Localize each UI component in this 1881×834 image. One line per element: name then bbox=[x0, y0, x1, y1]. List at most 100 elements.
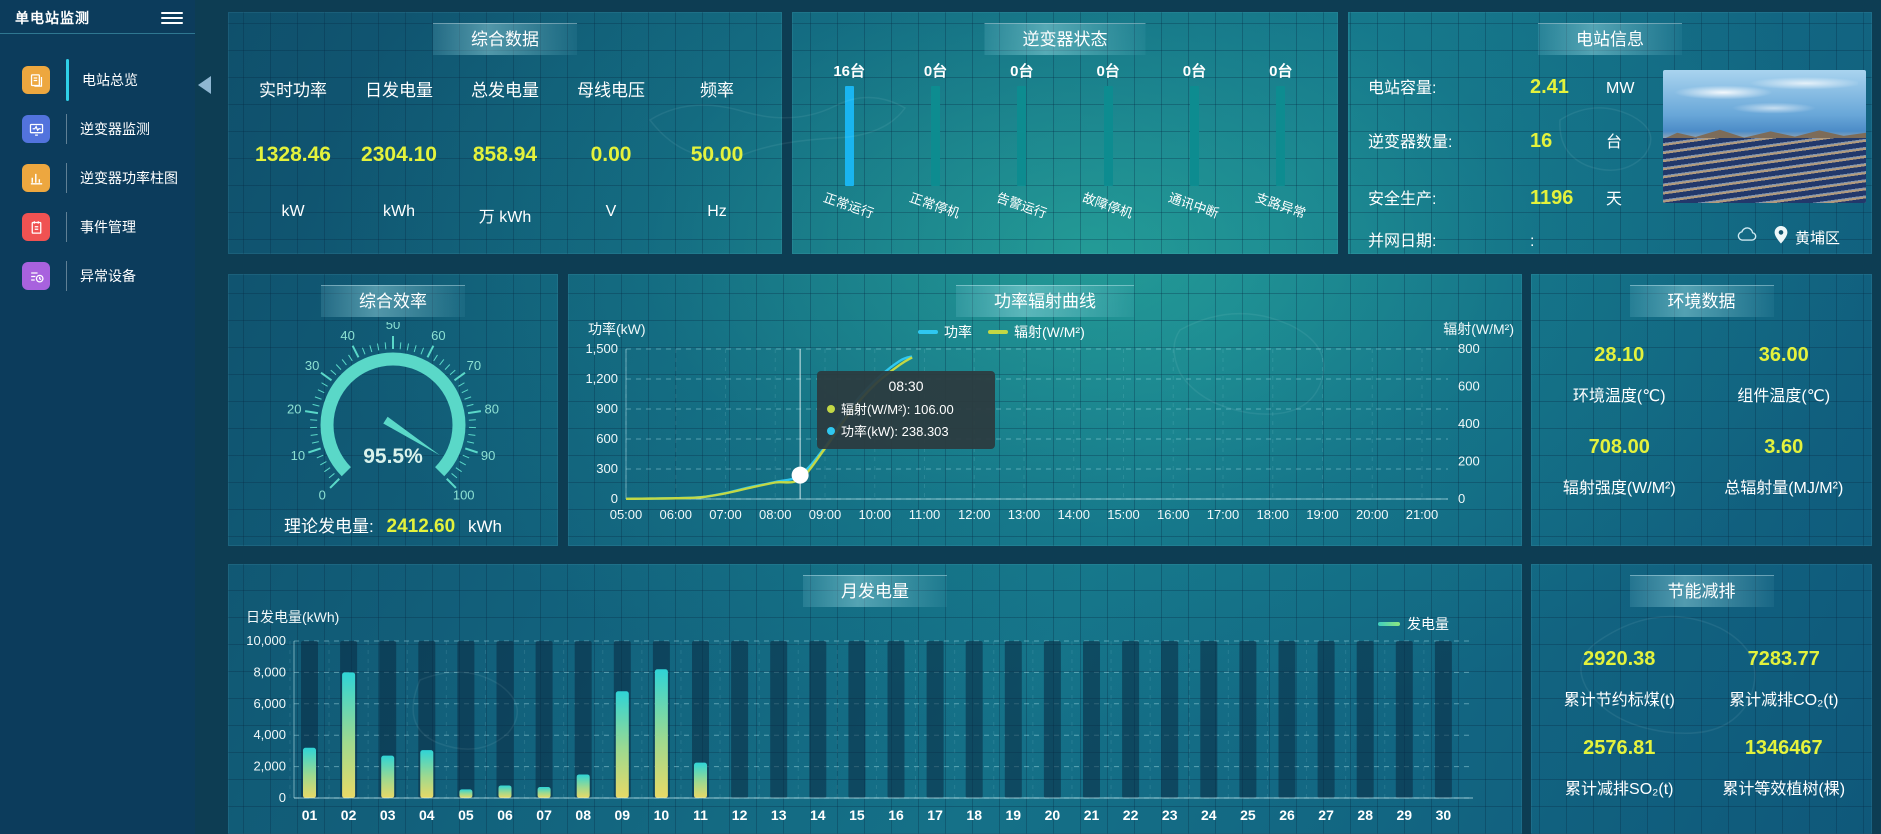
svg-text:13: 13 bbox=[771, 807, 787, 823]
inverter-status-alarm-run: 0台 告警运行 bbox=[994, 63, 1049, 222]
monthly-generation-chart[interactable]: 0 2,000 4,000 6,000 8,000 10,000 01 02 03 04 05 06 0… bbox=[228, 564, 1522, 834]
sidebar-item-label: 事件管理 bbox=[80, 219, 136, 235]
sidebar-collapse-arrow[interactable] bbox=[198, 76, 211, 94]
svg-text:08:00: 08:00 bbox=[759, 507, 792, 522]
environment-metrics: 28.10 环境温度(℃) 36.00 组件温度(℃) 708.00 辐射强度(… bbox=[1537, 344, 1866, 498]
power-radiation-chart[interactable]: 0 300 600 900 1,200 1,500 0 200 400 600 800 05:00 06… bbox=[568, 274, 1522, 546]
svg-text:19:00: 19:00 bbox=[1306, 507, 1339, 522]
metric-bus-voltage: 母线电压 0.00 V bbox=[577, 81, 645, 220]
monthly-legend[interactable]: 发电量 bbox=[1378, 614, 1449, 634]
svg-text:8,000: 8,000 bbox=[253, 664, 286, 679]
svg-text:24: 24 bbox=[1201, 807, 1217, 823]
svg-text:12:00: 12:00 bbox=[958, 507, 991, 522]
panel-title: 综合效率 bbox=[321, 285, 465, 317]
metric-co2-reduced: 7283.77 累计减排CO₂(t) bbox=[1729, 648, 1839, 709]
metric-daily-energy: 日发电量 2304.10 kWh bbox=[361, 81, 437, 220]
theory-energy-row: 理论发电量: 2412.60 kWh bbox=[284, 516, 502, 537]
sidebar-item-event-management[interactable]: 事件管理 bbox=[0, 205, 195, 249]
svg-text:6,000: 6,000 bbox=[253, 696, 286, 711]
svg-text:03: 03 bbox=[380, 807, 396, 823]
svg-text:80: 80 bbox=[485, 401, 499, 416]
svg-text:0: 0 bbox=[611, 491, 618, 506]
svg-text:08: 08 bbox=[575, 807, 591, 823]
tooltip-radiation-row: 辐射(W/M²): 106.00 bbox=[827, 399, 985, 418]
svg-text:100: 100 bbox=[453, 488, 475, 503]
sidebar-item-station-overview[interactable]: 电站总览 bbox=[0, 58, 195, 102]
svg-text:07:00: 07:00 bbox=[709, 507, 742, 522]
svg-text:11: 11 bbox=[693, 807, 708, 823]
svg-text:29: 29 bbox=[1397, 807, 1413, 823]
safe-production-row: 安全生产: 1196 天 bbox=[1368, 187, 1623, 209]
location-pin-icon[interactable] bbox=[1774, 226, 1788, 249]
svg-text:20:00: 20:00 bbox=[1356, 507, 1389, 522]
metric-realtime-power: 实时功率 1328.46 kW bbox=[255, 81, 331, 220]
status-bar bbox=[1189, 86, 1199, 186]
menu-toggle-icon[interactable] bbox=[161, 9, 183, 25]
panel-inverter-status: 逆变器状态 16台 正常运行 0台 正常停机 0台 告警运行 0台 故障停机 bbox=[792, 12, 1338, 254]
panel-monthly-generation: 月发电量 日发电量(kWh) 发电量 0 2,000 4,000 6,000 8,000… bbox=[228, 564, 1522, 834]
svg-text:600: 600 bbox=[596, 431, 618, 446]
svg-text:22: 22 bbox=[1123, 807, 1139, 823]
inverter-status-fault-stop: 0台 故障停机 bbox=[1080, 63, 1135, 222]
panel-environment: 环境数据 28.10 环境温度(℃) 36.00 组件温度(℃) 708.00 … bbox=[1531, 274, 1872, 546]
svg-text:21: 21 bbox=[1084, 807, 1100, 823]
panel-energy-saving: 节能减排 2920.38 累计节约标煤(t) 7283.77 累计减排CO₂(t… bbox=[1531, 564, 1872, 834]
panel-title: 逆变器状态 bbox=[984, 23, 1146, 55]
inverter-count-row: 逆变器数量: 16 台 bbox=[1368, 130, 1623, 152]
svg-text:28: 28 bbox=[1357, 807, 1373, 823]
sidebar-item-label: 异常设备 bbox=[80, 268, 136, 284]
svg-text:16:00: 16:00 bbox=[1157, 507, 1190, 522]
svg-text:15: 15 bbox=[849, 807, 865, 823]
legend-radiation[interactable]: 辐射(W/M²) bbox=[988, 322, 1085, 342]
panel-title: 节能减排 bbox=[1629, 575, 1774, 607]
status-bar bbox=[1017, 86, 1027, 186]
panel-title: 功率辐射曲线 bbox=[956, 285, 1134, 317]
svg-text:01: 01 bbox=[302, 807, 318, 823]
panel-title: 综合数据 bbox=[433, 23, 577, 55]
legend-power[interactable]: 功率 bbox=[918, 322, 972, 342]
svg-text:300: 300 bbox=[596, 461, 618, 476]
radiation-dot-icon bbox=[827, 404, 835, 413]
generation-legend-marker bbox=[1378, 622, 1400, 626]
svg-text:50: 50 bbox=[386, 322, 400, 332]
svg-text:200: 200 bbox=[1458, 454, 1480, 469]
svg-text:27: 27 bbox=[1318, 807, 1334, 823]
active-indicator bbox=[66, 59, 69, 101]
station-photo bbox=[1663, 70, 1866, 203]
svg-text:70: 70 bbox=[467, 358, 481, 373]
grid-date-row: 并网日期: : bbox=[1368, 233, 1535, 250]
svg-text:26: 26 bbox=[1279, 807, 1295, 823]
sidebar-item-inverter-power-bars[interactable]: 逆变器功率柱图 bbox=[0, 156, 195, 200]
chart-tooltip: 08:30 辐射(W/M²): 106.00 功率(kW): 238.303 bbox=[817, 371, 995, 449]
svg-text:21:00: 21:00 bbox=[1406, 507, 1439, 522]
svg-text:17:00: 17:00 bbox=[1207, 507, 1240, 522]
svg-text:800: 800 bbox=[1458, 341, 1480, 356]
power-legend-marker bbox=[918, 330, 938, 334]
panel-power-curve: 功率辐射曲线 功率(kW) 辐射(W/M²) 功率 辐射(W/M²) 0 300 6… bbox=[568, 274, 1522, 546]
svg-text:60: 60 bbox=[431, 328, 445, 343]
svg-text:02: 02 bbox=[341, 807, 357, 823]
metric-coal-saved: 2920.38 累计节约标煤(t) bbox=[1563, 648, 1675, 709]
panel-station-info: 电站信息 电站容量: 2.41 MW 逆变器数量: 16 台 安全生产: 119… bbox=[1348, 12, 1872, 254]
panel-title: 月发电量 bbox=[803, 575, 947, 607]
metric-trees-equivalent: 1346467 累计等效植树(棵) bbox=[1722, 737, 1846, 798]
svg-text:06:00: 06:00 bbox=[659, 507, 692, 522]
svg-text:04: 04 bbox=[419, 807, 435, 823]
svg-text:0: 0 bbox=[1458, 491, 1465, 506]
svg-text:30: 30 bbox=[1436, 807, 1452, 823]
panel-overview: 综合数据 实时功率 1328.46 kW 日发电量 2304.10 kWh 总发… bbox=[228, 12, 782, 254]
sidebar-item-inverter-monitor[interactable]: 逆变器监测 bbox=[0, 107, 195, 151]
svg-text:400: 400 bbox=[1458, 416, 1480, 431]
left-axis-name: 功率(kW) bbox=[588, 321, 646, 337]
metric-total-radiation: 3.60 总辐射量(MJ/M²) bbox=[1724, 436, 1844, 497]
status-bar bbox=[930, 86, 940, 186]
sidebar-item-label: 逆变器监测 bbox=[80, 121, 150, 137]
sidebar: 单电站监测 电站总览 逆变器监测 逆变器功率柱图 bbox=[0, 0, 195, 834]
sidebar-item-abnormal-device[interactable]: 异常设备 bbox=[0, 254, 195, 298]
svg-text:18:00: 18:00 bbox=[1256, 507, 1289, 522]
saving-metrics: 2920.38 累计节约标煤(t) 7283.77 累计减排CO₂(t) 257… bbox=[1537, 648, 1866, 799]
status-bar bbox=[1276, 86, 1286, 186]
district-label: 黄埔区 bbox=[1795, 230, 1841, 247]
sidebar-header: 单电站监测 bbox=[0, 0, 195, 34]
